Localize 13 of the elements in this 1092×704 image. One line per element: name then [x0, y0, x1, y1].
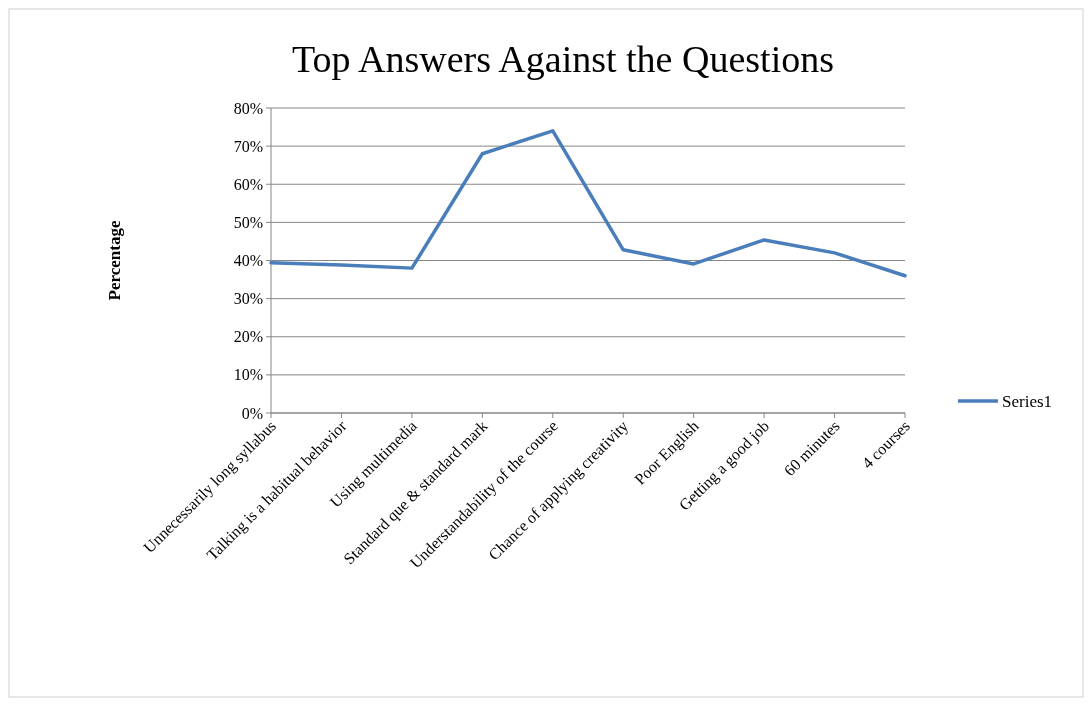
y-axis-title: Percentage — [105, 220, 124, 301]
y-tick-label: 60% — [233, 175, 263, 193]
y-tick-label: 50% — [233, 213, 263, 231]
y-tick-label: 0% — [241, 404, 263, 422]
y-tick-label: 70% — [233, 137, 263, 155]
line-series — [269, 129, 907, 278]
y-tick-label: 20% — [233, 328, 263, 346]
y-tick-label: 80% — [233, 99, 263, 117]
chart-title: Top Answers Against the Questions — [292, 38, 834, 80]
legend-label: Series1 — [1002, 391, 1053, 411]
y-tick-label: 10% — [233, 366, 263, 384]
y-tick-label: 40% — [233, 252, 263, 270]
y-tick-label: 30% — [233, 290, 263, 308]
